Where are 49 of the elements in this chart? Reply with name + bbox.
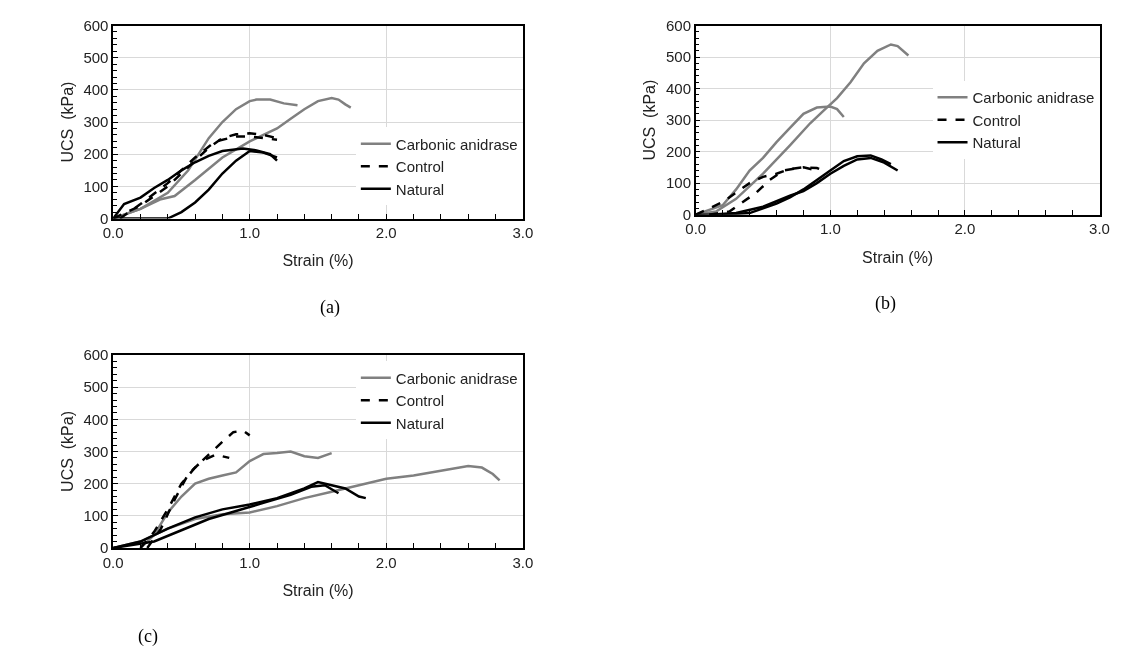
legend-label: Control: [972, 111, 1021, 129]
x-tick-label: 0.0: [685, 220, 707, 238]
x-axis-title: Strain (%): [282, 581, 354, 599]
x-tick-label: 3.0: [512, 224, 534, 242]
y-tick-label: 300: [83, 113, 109, 131]
y-tick-label: 500: [665, 48, 691, 66]
x-tick-label: 1.0: [239, 553, 261, 571]
legend-label: Natural: [395, 414, 445, 432]
y-tick-label: 400: [665, 79, 691, 97]
text: (c): [138, 626, 158, 647]
y-axis-title: UCS (kPa): [58, 411, 76, 492]
y-tick-label: 100: [665, 174, 691, 192]
y-tick-label: 200: [83, 145, 109, 163]
legend-label: Natural: [395, 180, 445, 198]
legend-label: Control: [395, 158, 445, 176]
y-tick-label: 500: [83, 48, 109, 66]
text: (b): [875, 293, 896, 314]
legend-label: Carbonic anidrase: [972, 89, 1095, 107]
x-tick-label: 2.0: [375, 553, 397, 571]
x-tick-label: 0.0: [102, 224, 124, 242]
text: (a): [320, 297, 340, 318]
y-tick-label: 0: [100, 209, 109, 227]
y-tick-label: 300: [665, 111, 691, 129]
legend-label: Control: [395, 392, 445, 410]
y-tick-label: 400: [83, 81, 109, 99]
x-tick-label: 3.0: [1089, 220, 1110, 238]
x-tick-label: 3.0: [512, 553, 534, 571]
y-axis-title: UCS (kPa): [641, 79, 659, 161]
y-tick-label: 100: [83, 177, 109, 195]
legend-label: Natural: [972, 134, 1021, 152]
y-tick-label: 100: [83, 507, 109, 525]
y-tick-label: 400: [83, 410, 109, 428]
legend-label: Carbonic anidrase: [395, 369, 518, 387]
legend-label: Carbonic anidrase: [395, 135, 518, 153]
y-tick-label: 600: [83, 346, 109, 364]
y-tick-label: 600: [83, 16, 109, 34]
y-axis-title: UCS (kPa): [58, 81, 76, 163]
y-tick-label: 300: [83, 442, 109, 460]
y-tick-label: 200: [665, 142, 691, 160]
x-axis-title: Strain (%): [862, 248, 934, 266]
y-tick-label: 600: [665, 16, 691, 34]
x-tick-label: 2.0: [375, 224, 397, 242]
y-tick-label: 200: [83, 474, 109, 492]
x-tick-label: 1.0: [239, 224, 261, 242]
x-axis-title: Strain (%): [282, 252, 354, 270]
y-tick-label: 500: [83, 378, 109, 396]
x-tick-label: 1.0: [819, 220, 841, 238]
y-tick-label: 0: [682, 205, 691, 223]
x-tick-label: 2.0: [954, 220, 976, 238]
